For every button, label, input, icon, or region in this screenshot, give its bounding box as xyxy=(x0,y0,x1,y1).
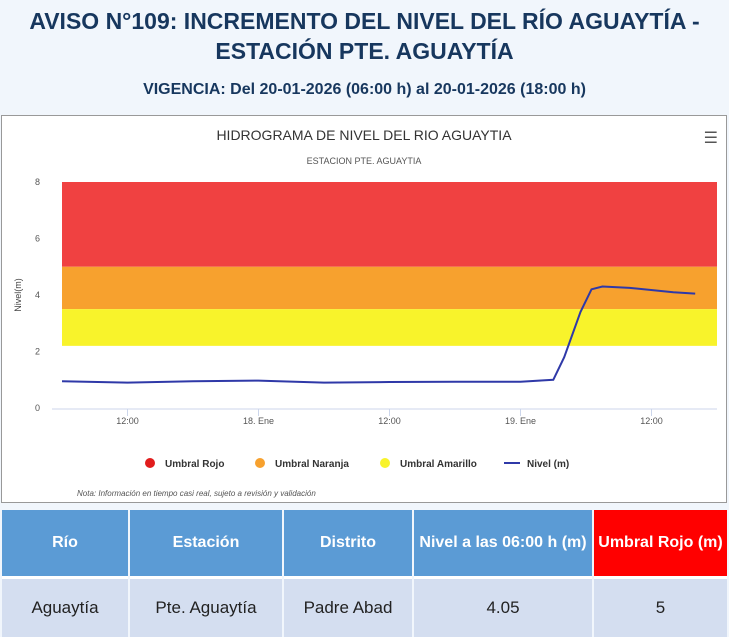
x-tick-label: 12:00 xyxy=(378,416,401,426)
cell-umbral-rojo: 5 xyxy=(594,579,727,637)
y-tick-label: 8 xyxy=(35,177,40,187)
x-tick-label: 12:00 xyxy=(116,416,139,426)
cell-distrito: Padre Abad xyxy=(284,579,412,637)
y-tick-label: 2 xyxy=(35,347,40,357)
y-tick-label: 6 xyxy=(35,234,40,244)
chart-svg: HIDROGRAMA DE NIVEL DEL RIO AGUAYTIA ESTA… xyxy=(13,127,717,498)
legend-marker xyxy=(380,458,390,468)
band-umbral-rojo xyxy=(62,182,717,267)
header-umbral-rojo: Umbral Rojo (m) xyxy=(594,510,727,579)
chart-title: HIDROGRAMA DE NIVEL DEL RIO AGUAYTIA xyxy=(216,127,512,143)
legend-marker xyxy=(145,458,155,468)
band-umbral-amarillo xyxy=(62,309,717,346)
header-rio: Río xyxy=(2,510,128,579)
header-distrito: Distrito xyxy=(284,510,412,579)
legend-label: Nivel (m) xyxy=(527,459,569,470)
legend-label: Umbral Amarillo xyxy=(400,459,477,470)
x-tick-label: 19. Ene xyxy=(505,416,536,426)
y-tick-label: 0 xyxy=(35,403,40,413)
series-line-nivel xyxy=(61,285,696,384)
header-estacion: Estación xyxy=(130,510,282,579)
legend-label: Umbral Rojo xyxy=(165,459,224,470)
cell-nivel: 4.05 xyxy=(414,579,592,637)
band-umbral-naranja xyxy=(62,266,717,310)
cell-rio: Aguaytía xyxy=(2,579,128,637)
vigencia-text: VIGENCIA: Del 20-01-2026 (06:00 h) al 20… xyxy=(143,81,586,98)
table-row: Aguaytía Pte. Aguaytía Padre Abad 4.05 5 xyxy=(2,579,727,637)
table-header-row: Río Estación Distrito Nivel a las 06:00 … xyxy=(2,510,727,579)
menu-icon[interactable]: ☰ xyxy=(703,130,718,147)
hydrograph-chart: HIDROGRAMA DE NIVEL DEL RIO AGUAYTIA ESTA… xyxy=(1,115,727,503)
chart-subtitle: ESTACION PTE. AGUAYTIA xyxy=(307,156,422,166)
y-axis-label: Nivel(m) xyxy=(13,278,23,312)
page-title: AVISO N°109: INCREMENTO DEL NIVEL DEL RÍ… xyxy=(29,8,700,64)
x-tick-label: 18. Ene xyxy=(243,416,274,426)
level-table: Río Estación Distrito Nivel a las 06:00 … xyxy=(0,510,729,637)
legend-label: Umbral Naranja xyxy=(275,459,349,470)
cell-estacion: Pte. Aguaytía xyxy=(130,579,282,637)
chart-note: Nota: Información en tiempo casi real, s… xyxy=(77,489,316,498)
header-nivel: Nivel a las 06:00 h (m) xyxy=(414,510,592,579)
legend-marker xyxy=(255,458,265,468)
x-tick-label: 12:00 xyxy=(640,416,663,426)
y-tick-label: 4 xyxy=(35,290,40,300)
